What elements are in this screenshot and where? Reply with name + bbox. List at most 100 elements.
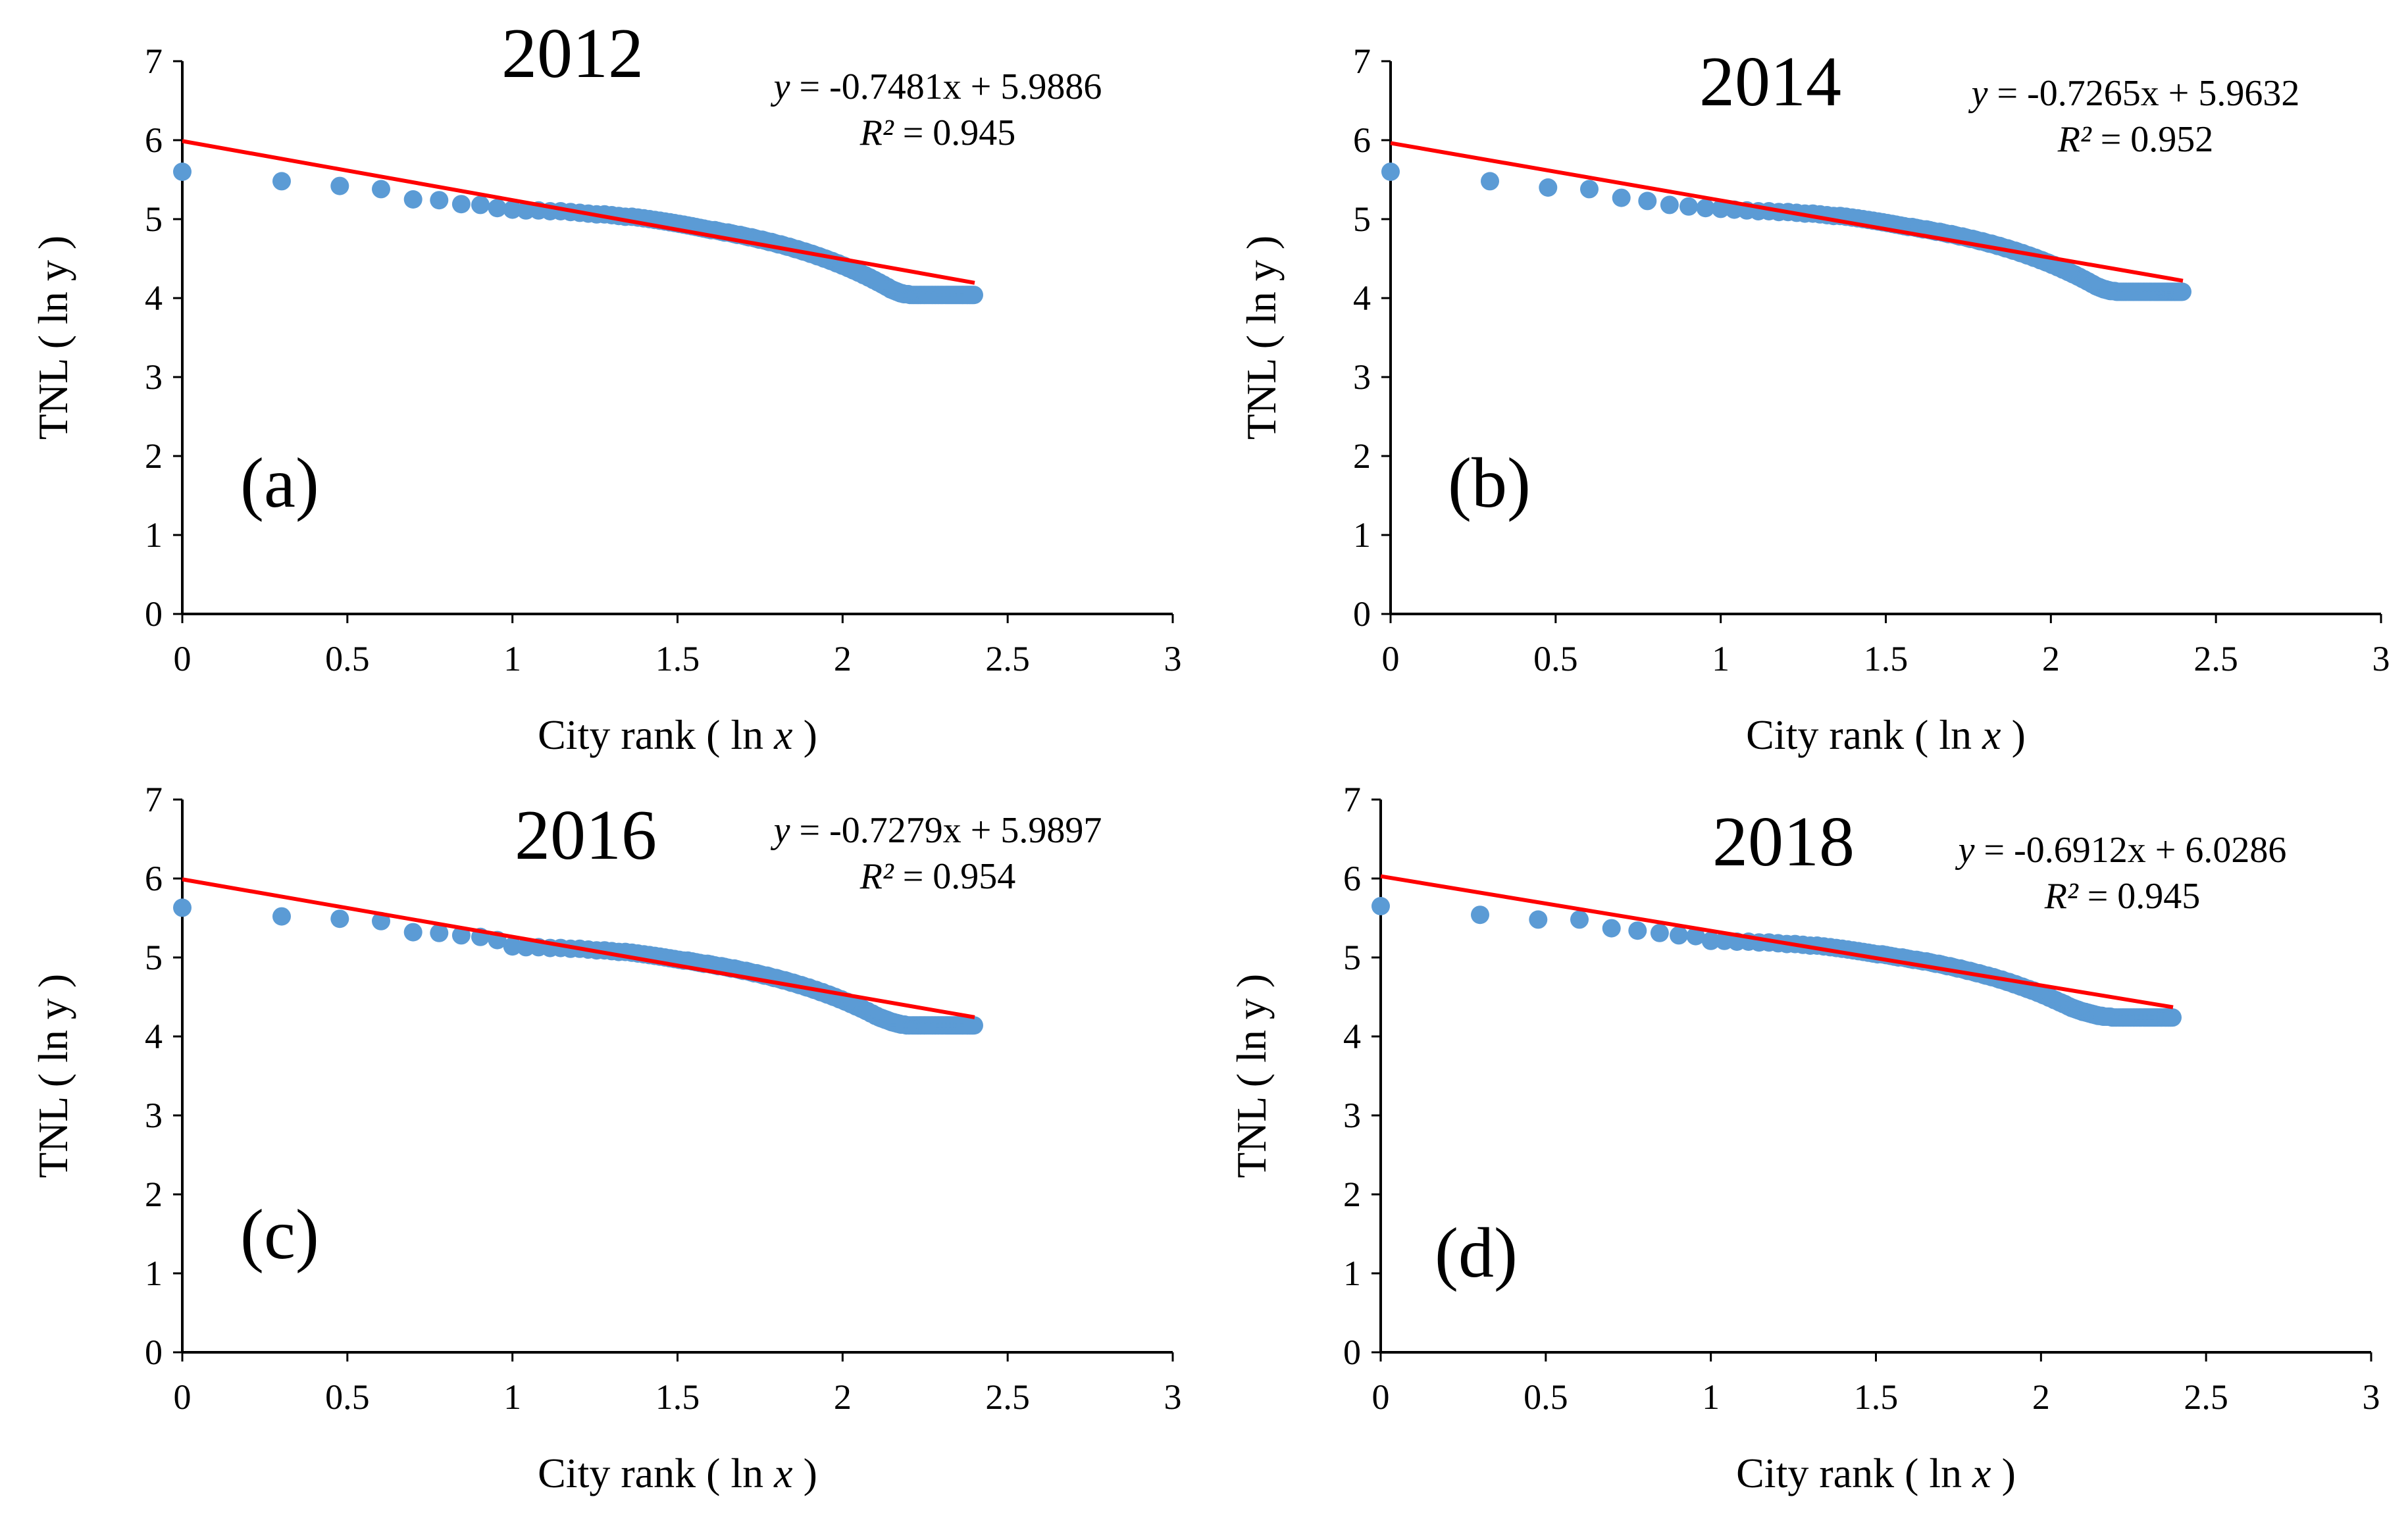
data-point [1612, 188, 1631, 207]
chart-title: 2012 [501, 14, 644, 93]
y-tick-label: 0 [145, 1333, 163, 1372]
y-tick-label: 2 [1353, 436, 1371, 476]
data-point [2163, 1008, 2182, 1027]
chart-panel-a: 0 1 2 3 4 5 6 7 0 0.5 1 1.5 2 2.5 3 City rank ( ln x ) T… [30, 14, 1182, 758]
x-axis-title: City rank ( ln x ) [1736, 1450, 2016, 1496]
panel-label: (c) [240, 1196, 319, 1274]
y-tick-label: 5 [1343, 938, 1361, 977]
chart-panel-b: 0 1 2 3 4 5 6 7 0 0.5 1 1.5 2 2.5 3 City rank ( ln x ) T… [1238, 41, 2390, 758]
trend-line [1380, 874, 2174, 1009]
data-point [1539, 178, 1558, 197]
data-point [272, 172, 291, 191]
y-tick-label: 4 [1343, 1017, 1361, 1056]
r-squared: R² = 0.945 [859, 113, 1016, 153]
x-tick-label: 0.5 [1533, 639, 1578, 678]
data-point [1679, 197, 1698, 216]
regression-equation: y = -0.7279x + 5.9897 [771, 810, 1102, 851]
y-tick-label: 6 [1353, 120, 1371, 160]
data-point [173, 163, 192, 181]
x-tick-label: 0.5 [1524, 1377, 1568, 1417]
data-point [1471, 905, 1489, 925]
data-point [1580, 180, 1599, 199]
data-point [403, 190, 423, 209]
data-point [1529, 910, 1548, 929]
data-point [488, 199, 507, 218]
trend-line [1390, 141, 2184, 283]
x-tick-label: 2.5 [985, 1377, 1030, 1417]
data-point [1628, 921, 1647, 940]
data-point [451, 195, 471, 214]
data-point [503, 200, 522, 219]
data-point [1570, 910, 1589, 929]
y-tick-label: 6 [1343, 859, 1361, 898]
data-point [965, 286, 983, 305]
y-tick-label: 6 [145, 120, 163, 160]
data-point [1701, 931, 1720, 950]
data-point [403, 923, 423, 942]
chart-panel-d: 0 1 2 3 4 5 6 7 0 0.5 1 1.5 2 2.5 3 City rank ( ln x ) T… [1228, 780, 2380, 1496]
y-tick-label: 7 [145, 780, 163, 819]
data-point [1696, 199, 1715, 218]
y-tick-label: 0 [145, 594, 163, 634]
x-tick-label: 0 [174, 639, 192, 678]
x-tick-label: 1 [1702, 1377, 1720, 1417]
x-tick-label: 3 [1164, 1377, 1182, 1417]
data-point [451, 926, 471, 945]
data-point [1371, 897, 1390, 915]
y-axis-title: TNL ( ln y ) [1228, 974, 1275, 1178]
x-tick-label: 2.5 [985, 639, 1030, 678]
x-axis-title: City rank ( ln x ) [1746, 711, 2026, 758]
x-tick-label: 2.5 [2184, 1377, 2228, 1417]
x-tick-label: 2 [2032, 1377, 2050, 1417]
x-tick-label: 1 [503, 1377, 521, 1417]
y-tick-label: 1 [145, 515, 163, 555]
y-tick-label: 2 [1343, 1175, 1361, 1214]
data-point [330, 909, 349, 929]
x-tick-label: 1.5 [1864, 639, 1908, 678]
data-point [1660, 195, 1679, 215]
r-squared: R² = 0.952 [2057, 119, 2214, 160]
x-tick-label: 1.5 [655, 1377, 700, 1417]
y-tick-label: 1 [145, 1254, 163, 1293]
scatter-series [1381, 163, 2191, 301]
trend-line [182, 139, 975, 285]
y-tick-label: 4 [1353, 278, 1371, 318]
regression-equation: y = -0.6912x + 6.0286 [1955, 830, 2287, 871]
x-tick-label: 1 [503, 639, 521, 678]
chart-title: 2018 [1712, 803, 1855, 881]
x-tick-label: 0 [174, 1377, 192, 1417]
x-axis-title: City rank ( ln x ) [538, 711, 817, 758]
y-tick-label: 7 [1343, 780, 1361, 819]
x-tick-label: 1.5 [1854, 1377, 1899, 1417]
trend-line [182, 877, 975, 1019]
data-point [1670, 926, 1688, 945]
data-point [272, 907, 291, 926]
y-tick-label: 5 [145, 938, 163, 977]
chart-title: 2014 [1699, 43, 1841, 121]
data-point [1602, 919, 1621, 938]
data-point [430, 191, 449, 210]
x-tick-label: 0.5 [325, 639, 370, 678]
panel-label: (b) [1448, 444, 1531, 522]
y-tick-label: 7 [1353, 41, 1371, 81]
data-point [503, 937, 522, 956]
y-tick-label: 7 [145, 41, 163, 81]
y-tick-label: 3 [1343, 1096, 1361, 1135]
data-point [1686, 927, 1705, 946]
y-tick-label: 2 [145, 436, 163, 476]
x-tick-label: 2 [834, 1377, 852, 1417]
data-point [173, 898, 192, 917]
data-point [1650, 923, 1669, 942]
y-tick-label: 3 [145, 1096, 163, 1135]
regression-equation: y = -0.7265x + 5.9632 [1968, 73, 2300, 114]
data-point [372, 180, 390, 199]
y-tick-label: 1 [1343, 1254, 1361, 1293]
regression-equation: y = -0.7481x + 5.9886 [771, 66, 1102, 107]
data-point [1381, 163, 1400, 181]
data-point [1481, 172, 1499, 191]
y-tick-label: 5 [145, 199, 163, 239]
y-axis-title: TNL ( ln y ) [30, 974, 76, 1178]
y-tick-label: 3 [1353, 357, 1371, 397]
scatter-series [173, 898, 983, 1035]
